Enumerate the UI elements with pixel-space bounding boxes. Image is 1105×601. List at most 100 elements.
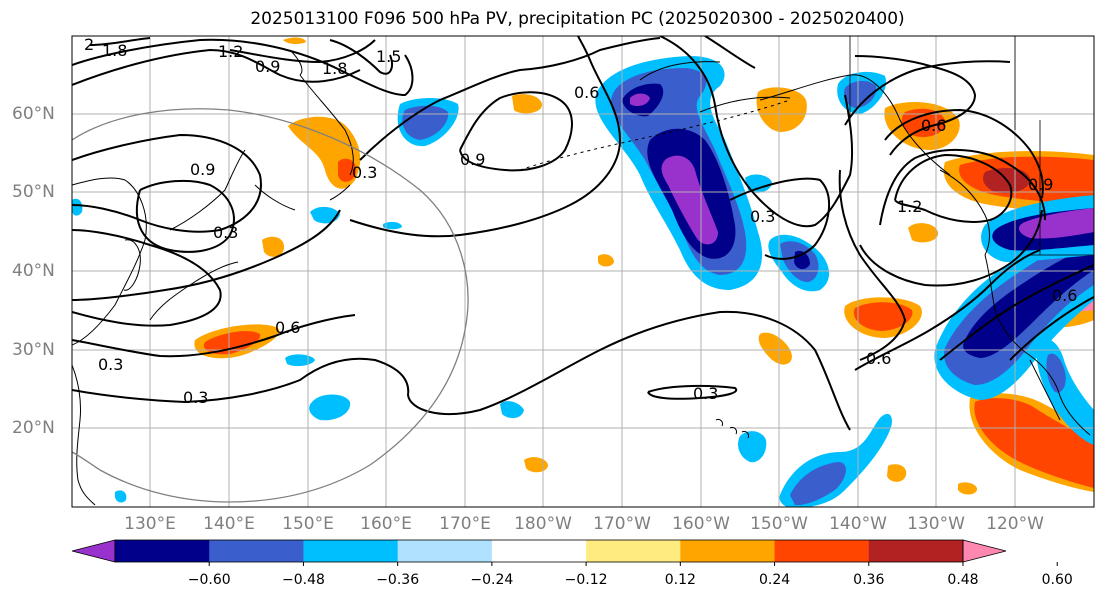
pv-contour-label: 0.9: [460, 150, 485, 169]
pv-contour: [349, 36, 622, 238]
pv-contour-label: 0.6: [574, 83, 599, 102]
colorbar-tick-label: 0.48: [947, 572, 979, 588]
lon-label: 140°E: [203, 514, 255, 534]
lon-label: 160°E: [360, 514, 412, 534]
lon-label: 170°W: [593, 514, 651, 534]
coastline-inland: [849, 36, 1094, 256]
coastline-alaska-west: [639, 61, 791, 113]
coastline-bc: [939, 169, 990, 256]
pv-contour-label: 1.2: [897, 197, 922, 216]
lon-label: 180°W: [514, 514, 572, 534]
precip-blob: [512, 94, 543, 114]
colorbar-frame: [114, 539, 964, 563]
precip-blob: [598, 254, 614, 267]
colorbar-tick-label: −0.60: [187, 572, 231, 588]
pv-contour: [135, 179, 235, 253]
coastline-china: [72, 364, 96, 506]
pv-contour: [72, 209, 341, 301]
pv-contour: [72, 38, 414, 97]
colorbar-segment: [774, 540, 870, 562]
pv-contour-label: 0.6: [921, 116, 946, 135]
pv-contour: [1009, 296, 1094, 361]
lat-label: 60°N: [12, 104, 55, 124]
colorbar: [71, 539, 1058, 566]
colorbar-segment: [586, 540, 681, 562]
pv-contour: [854, 55, 977, 156]
colorbar-tick-label: 0.24: [758, 572, 791, 588]
precip-blob: [661, 155, 718, 245]
pv-contour: [854, 249, 1041, 371]
pv-contour: [72, 314, 356, 358]
pv-contour-label: 0.9: [1028, 175, 1053, 194]
coastline-baja: [1029, 359, 1061, 421]
colorbar-segment: [115, 540, 210, 562]
pv-contour-labels: 2 1.8 1.2 0.9 1.8 1.5 0.6 0.9 0.3 0.9 0.…: [84, 35, 1077, 407]
colorbar-tick-label: −0.48: [281, 572, 325, 588]
lon-label: 150°W: [750, 514, 808, 534]
coastline-korea: [123, 239, 141, 291]
precip-blob: [383, 221, 402, 230]
pv-contour-label: 0.6: [1052, 286, 1077, 305]
pv-contour: [359, 37, 661, 161]
lon-label: 140°W: [829, 514, 887, 534]
pv-contour: [884, 108, 1044, 199]
lon-label: 160°W: [672, 514, 730, 534]
colorbar-tick-label: 0.36: [853, 572, 885, 588]
colorbar-segments: [71, 539, 1058, 566]
pv-contour: [329, 39, 393, 75]
lon-label: 150°E: [282, 514, 334, 534]
pv-contour: [894, 153, 1013, 223]
pv-contour-label: 2: [84, 35, 94, 54]
coastline-aleutians: [519, 99, 791, 171]
precip-blob: [963, 245, 1094, 358]
precip-blob: [758, 332, 792, 365]
pv-contour-label: 0.3: [693, 384, 718, 403]
pv-contour: [844, 60, 1011, 126]
precip-blob: [887, 464, 907, 482]
pv-contour: [729, 177, 831, 260]
precip-blob: [790, 462, 846, 506]
lat-label: 40°N: [12, 261, 55, 281]
precip-blob: [500, 401, 524, 419]
lon-label: 170°E: [439, 514, 491, 534]
pv-contour: [72, 48, 361, 86]
pv-contour-label: 0.3: [213, 223, 238, 242]
precip-blob: [338, 158, 357, 182]
reference-circle: [72, 108, 469, 503]
precip-blob: [908, 223, 939, 243]
colorbar-segment: [303, 540, 399, 562]
pv-contour-label: 1.5: [376, 47, 401, 66]
map-frame: [71, 35, 1095, 508]
lat-label: 20°N: [12, 418, 55, 438]
lat-label: 50°N: [12, 182, 55, 202]
pv-contours: [72, 36, 1094, 431]
precip-blob: [745, 174, 772, 193]
precip-blob: [309, 394, 351, 421]
pv-contour-label: 0.3: [352, 163, 377, 182]
lon-label: 120°W: [986, 514, 1044, 534]
coastline-alaska: [759, 74, 951, 176]
precip-blob: [630, 93, 650, 106]
pv-contour: [72, 133, 262, 233]
precip-blob: [974, 398, 1094, 488]
precip-blob: [844, 80, 877, 108]
pv-contour: [72, 229, 222, 327]
colorbar-tick-label: 0.12: [664, 572, 696, 588]
pv-contour: [647, 384, 738, 400]
coastlines: [72, 36, 1094, 506]
pv-contour: [704, 36, 756, 69]
precip-blob: [738, 431, 767, 463]
pv-contour: [859, 209, 1043, 287]
precip-blob: [283, 37, 306, 45]
pv-contour-label: 0.6: [866, 349, 891, 368]
colorbar-segment: [209, 540, 304, 562]
pv-contour-label: 0.6: [275, 318, 300, 337]
precip-blob: [72, 198, 83, 216]
pv-contour: [838, 169, 907, 361]
precip-blob: [285, 354, 315, 367]
pv-contour: [879, 149, 1046, 226]
lon-label: 130°W: [907, 514, 965, 534]
colorbar-tick-label: −0.12: [564, 572, 608, 588]
pv-contour-label: 0.9: [255, 57, 280, 76]
